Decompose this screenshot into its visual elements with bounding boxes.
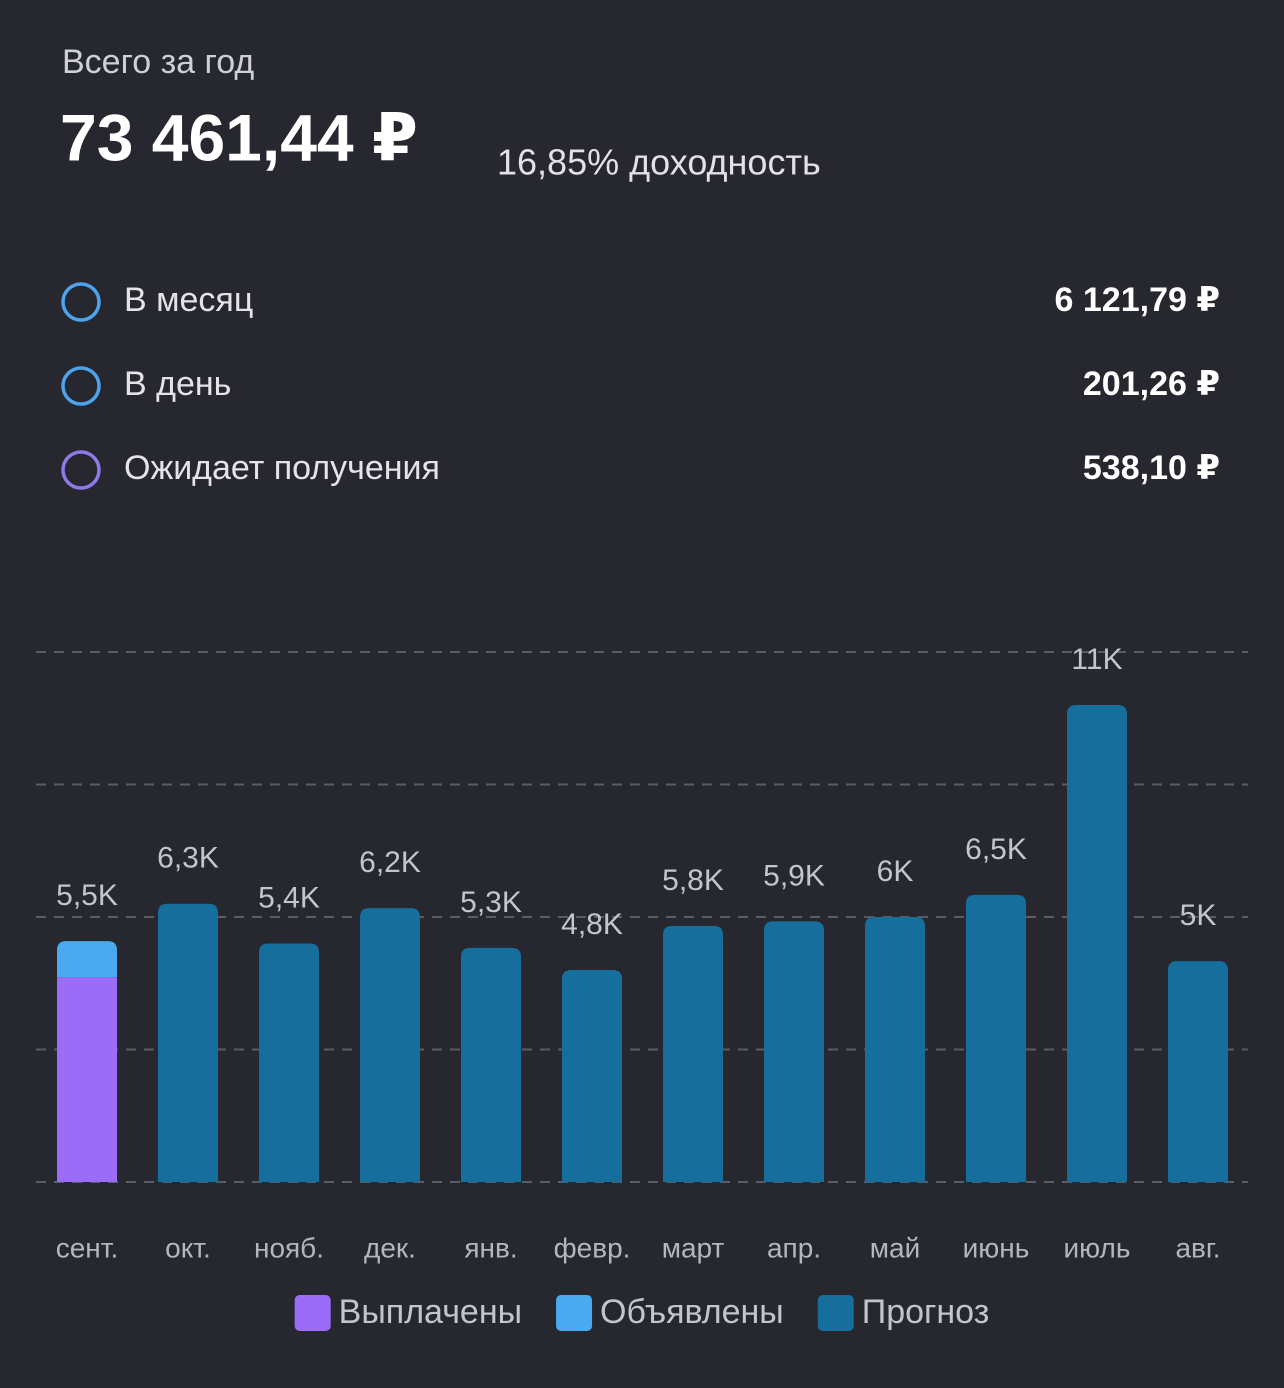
x-tick-label: июль [1064,1232,1131,1263]
bar-segment [663,925,723,1182]
bar-segment [764,921,824,1182]
legend-label: Объявлены [600,1293,784,1331]
value-label: 6,5K [965,833,1027,866]
bar-segment [562,970,622,1182]
stat-ring [61,366,101,406]
stat-value: 538,10 ₽ [1083,449,1220,487]
value-label: 5,3K [460,886,522,919]
bar-segment [158,903,218,1182]
x-tick-label: янв. [464,1232,517,1263]
x-tick-label: окт. [165,1232,211,1263]
bar-segment [259,943,319,1182]
value-label: 6,3K [157,842,219,875]
x-tick-label: авг. [1175,1232,1220,1263]
x-tick-label: нояб. [254,1232,324,1263]
legend-swatch [294,1295,331,1331]
bar-segment [461,947,521,1182]
x-tick-label: июнь [963,1232,1030,1263]
stat-ring [61,282,101,322]
bar-segment [1168,961,1228,1182]
value-label: 4,8K [561,908,623,941]
value-label: 6,2K [359,846,421,879]
x-tick-label: март [662,1232,725,1263]
x-tick-label: апр. [767,1232,821,1263]
stat-label: В день [124,365,231,403]
bar-segment [865,917,925,1182]
header-total: 73 461,44 ₽ [60,100,418,174]
stat-label: Ожидает получения [124,449,440,487]
value-label: 5,5K [56,879,118,912]
header-label: Всего за год [62,43,254,81]
bar-segment [1067,705,1127,1182]
value-label: 5,9K [763,859,825,892]
bar-segment [57,977,117,1182]
bar-segment [966,894,1026,1182]
value-label: 5,4K [258,881,320,914]
value-label: 5,8K [662,864,724,897]
x-tick-label: дек. [364,1232,416,1263]
x-tick-label: февр. [554,1232,631,1263]
bar-segment [57,941,117,978]
legend-swatch [556,1295,593,1331]
header-yield: 16,85% доходность [497,142,821,183]
legend-swatch [817,1295,854,1331]
bar-segment [360,908,420,1182]
legend-label: Выплачены [339,1293,522,1331]
value-label: 5K [1180,899,1217,932]
value-label: 11K [1071,643,1122,676]
x-tick-label: май [870,1232,920,1263]
x-tick-label: сент. [56,1232,119,1263]
stat-value: 6 121,79 ₽ [1055,281,1220,319]
stat-label: В месяц [124,281,253,319]
stat-value: 201,26 ₽ [1083,365,1220,403]
legend-label: Прогноз [862,1293,990,1331]
value-label: 6K [877,855,914,888]
stat-ring [61,450,101,490]
